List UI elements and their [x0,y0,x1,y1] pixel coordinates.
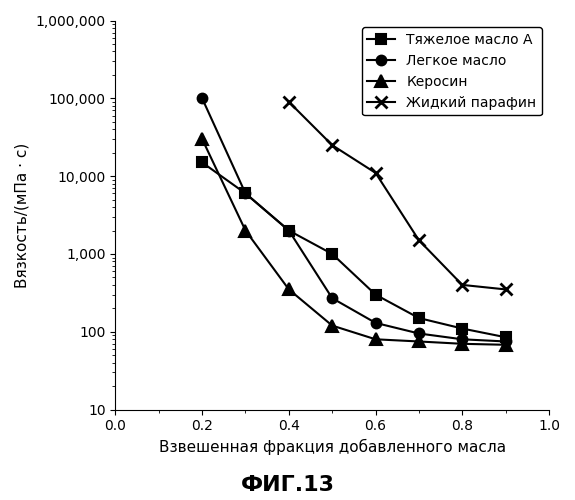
Line: Керосин: Керосин [197,134,511,350]
Керосин [242,228,249,234]
Жидкий парафин [416,237,423,243]
Легкое масло [502,338,509,344]
Керосин [416,338,423,344]
Line: Жидкий парафин: Жидкий парафин [282,96,512,296]
Легкое масло [242,190,249,196]
Жидкий парафин [459,282,466,288]
Жидкий парафин [329,142,336,148]
Легкое масло [459,336,466,342]
Тяжелое масло А [502,334,509,340]
Тяжелое масло А [199,160,206,166]
Керосин [329,322,336,328]
Керосин [285,286,292,292]
Легкое масло [199,96,206,102]
Легкое масло [372,320,379,326]
Тяжелое масло А [285,228,292,234]
Тяжелое масло А [329,251,336,257]
Керосин [199,136,206,142]
Жидкий парафин [285,99,292,105]
Жидкий парафин [502,286,509,292]
Legend: Тяжелое масло А, Легкое масло, Керосин, Жидкий парафин: Тяжелое масло А, Легкое масло, Керосин, … [362,28,542,116]
Line: Тяжелое масло А: Тяжелое масло А [197,158,511,342]
Керосин [459,341,466,347]
Керосин [372,336,379,342]
Y-axis label: Вязкость/(мПа · с): Вязкость/(мПа · с) [15,142,30,288]
Легкое масло [329,295,336,301]
Керосин [502,342,509,348]
Тяжелое масло А [416,315,423,321]
X-axis label: Взвешенная фракция добавленного масла: Взвешенная фракция добавленного масла [159,439,506,455]
Легкое масло [416,330,423,336]
Легкое масло [285,228,292,234]
Text: ФИГ.13: ФИГ.13 [240,475,335,495]
Жидкий парафин [372,170,379,176]
Line: Легкое масло: Легкое масло [197,94,511,346]
Тяжелое масло А [372,292,379,298]
Тяжелое масло А [459,326,466,332]
Тяжелое масло А [242,190,249,196]
